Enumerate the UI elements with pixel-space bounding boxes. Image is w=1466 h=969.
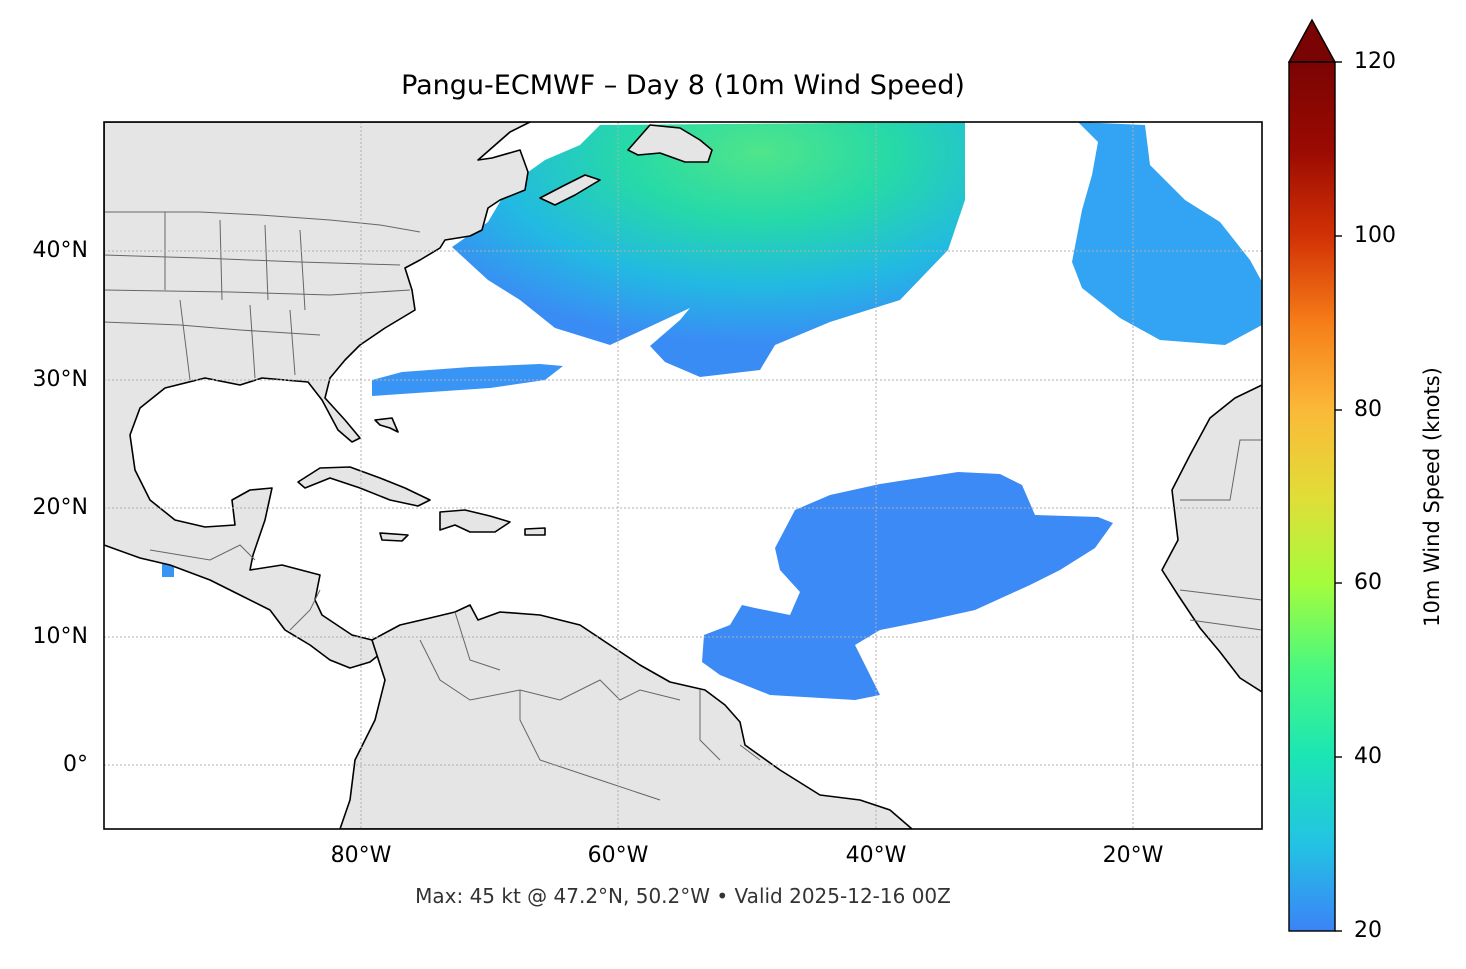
lon-label-40w: 40°W (845, 843, 907, 868)
wind-field-tropical (702, 472, 1113, 700)
colorbar-tick-20: 20 (1354, 918, 1382, 943)
footer-caption: Max: 45 kt @ 47.2°N, 50.2°W • Valid 2025… (415, 884, 951, 908)
map-area (104, 122, 1262, 829)
colorbar-label: 10m Wind Speed (knots) (1420, 367, 1444, 627)
wind-field-speck (162, 563, 174, 577)
colorbar (1287, 18, 1342, 932)
wind-field-northeast (1072, 122, 1262, 345)
land-bahamas (374, 417, 399, 433)
lat-label-10n: 10°N (32, 624, 88, 649)
land-nova-scotia (539, 174, 601, 206)
gridlines (104, 122, 1262, 829)
colorbar-tick-120: 120 (1354, 49, 1396, 74)
lon-label-20w: 20°W (1102, 843, 1164, 868)
land-africa (1161, 384, 1262, 693)
lon-label-80w: 80°W (330, 843, 392, 868)
land-hispaniola (439, 509, 511, 533)
chart-title: Pangu-ECMWF – Day 8 (10m Wind Speed) (401, 70, 965, 101)
colorbar-tick-marks (1335, 61, 1342, 932)
political-borders (104, 211, 1262, 801)
colorbar-tick-100: 100 (1354, 223, 1396, 248)
land-south-america (339, 604, 913, 829)
lat-label-20n: 20°N (32, 495, 88, 520)
lon-label-60w: 60°W (587, 843, 649, 868)
lat-label-30n: 30°N (32, 367, 88, 392)
lat-label-40n: 40°N (32, 238, 88, 263)
colorbar-gradient (1288, 61, 1336, 932)
land-jamaica (379, 532, 409, 542)
map-frame (103, 121, 1263, 830)
colorbar-tick-40: 40 (1354, 744, 1382, 769)
land-newfoundland (627, 124, 713, 163)
colorbar-tick-60: 60 (1354, 570, 1382, 595)
wind-field-subtropical (372, 364, 563, 396)
land-puerto-rico (524, 527, 546, 536)
land-cuba (297, 466, 431, 507)
colorbar-extend-arrow (1287, 18, 1337, 63)
colorbar-tick-80: 80 (1354, 397, 1382, 422)
lat-label-0: 0° (63, 752, 88, 777)
